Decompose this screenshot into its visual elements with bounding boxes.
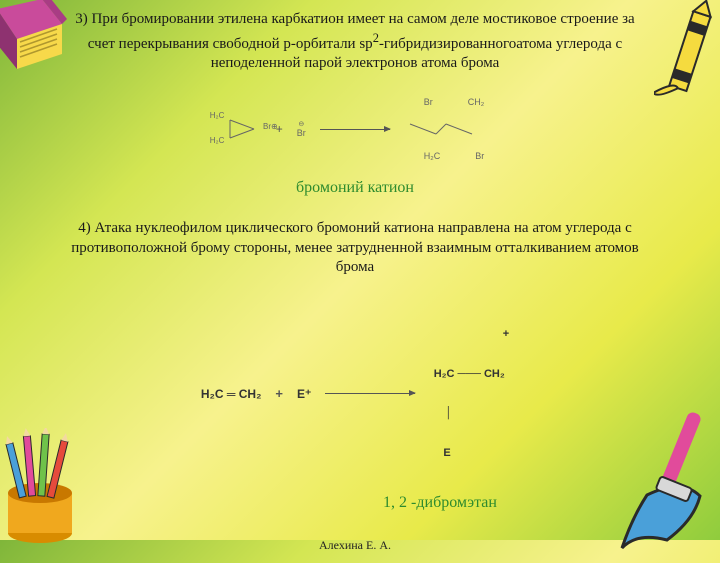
alkene-left: H₂C ═ CH₂	[201, 387, 262, 401]
caption-2: 1, 2 -дибромэтан	[70, 494, 640, 512]
paintbrush-icon	[602, 400, 720, 550]
crayon-icon	[654, 0, 720, 114]
reaction-arrow-2	[325, 393, 415, 394]
carbocation-product: + H₂C ─── CH₂ │ E	[429, 302, 509, 487]
p2-mid: H₂C ─── CH₂	[429, 368, 509, 381]
br-label: Br	[297, 128, 306, 138]
tri-top-label: H₂C	[210, 112, 225, 121]
reaction-1: H₂C H₂C Br⊕ + ⊖ Br Br CH₂ H₂C Br	[70, 84, 640, 176]
paragraph-4: 4) Атака нуклеофилом циклического бромон…	[70, 219, 640, 278]
bromonium-triangle: H₂C H₂C Br⊕	[226, 114, 262, 144]
paragraph-3: 3) При бромировании этилена карбкатион и…	[70, 10, 640, 74]
book-icon	[0, 0, 72, 74]
caption-1: бромоний катион	[70, 179, 640, 197]
reaction-arrow-1	[320, 129, 390, 130]
plus-2: +	[275, 386, 283, 401]
electrophile: E⁺	[297, 387, 311, 401]
p2-e: E	[443, 447, 450, 459]
tri-right-label: Br⊕	[263, 123, 278, 132]
dibromoethane-struct: Br CH₂ H₂C Br	[404, 84, 485, 176]
reaction-2: H₂C ═ CH₂ + E⁺ + H₂C ─── CH₂ │ E	[70, 302, 640, 487]
footer-author: Алехина Е. А.	[70, 538, 640, 553]
prod-top: Br CH₂	[424, 97, 485, 107]
minus-icon: ⊖	[298, 120, 304, 128]
bromide-anion: ⊖ Br	[297, 120, 306, 138]
pencil-jar-icon	[0, 428, 100, 548]
prod-bot: H₂C Br	[424, 151, 485, 161]
p2-bot: │	[445, 407, 452, 419]
p2-top: +	[429, 328, 509, 341]
tri-bot-label: H₂C	[210, 137, 225, 146]
